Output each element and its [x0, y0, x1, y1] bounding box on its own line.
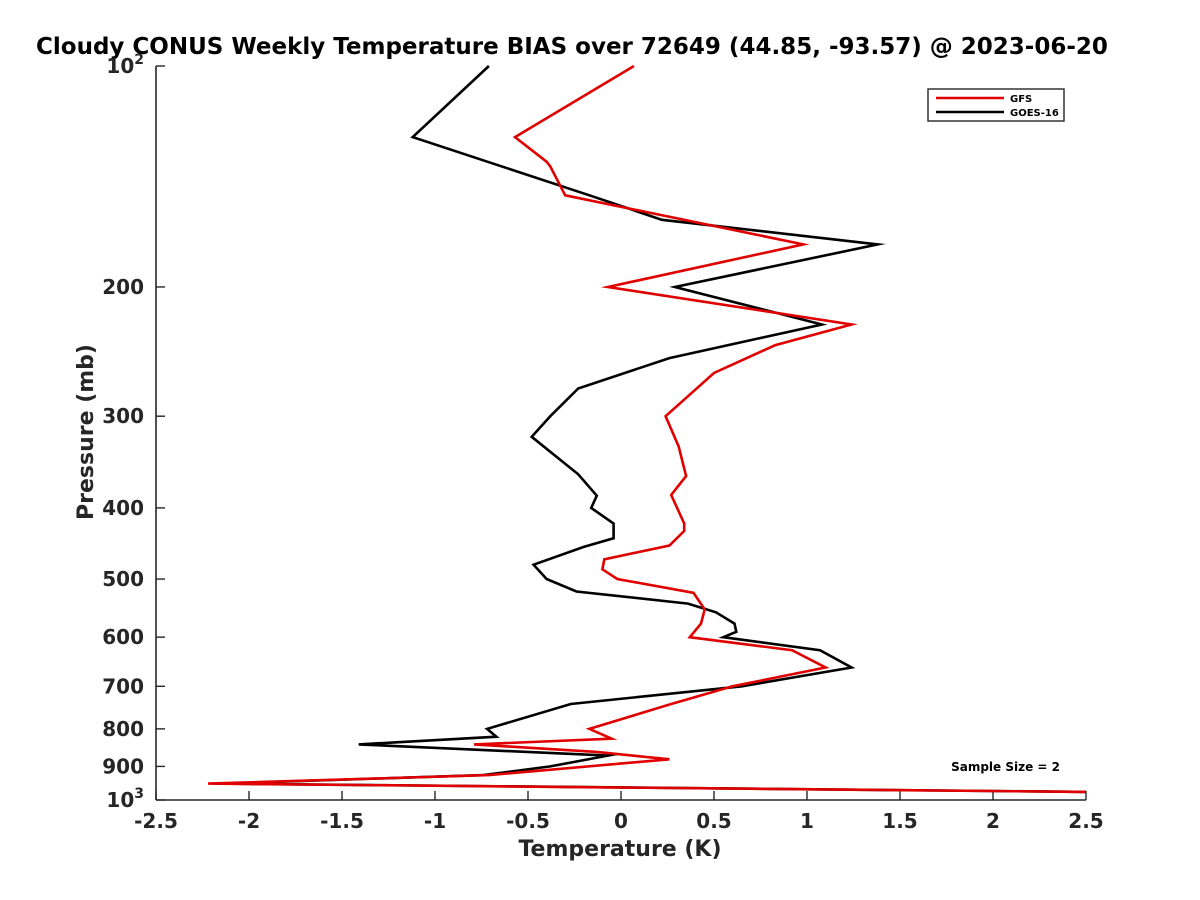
- x-tick-label: 1.5: [882, 809, 917, 833]
- x-axis-label: Temperature (K): [518, 837, 721, 862]
- series-line-gfs: [208, 64, 1087, 794]
- legend-box: [927, 88, 1065, 122]
- y-tick-label: 600: [102, 625, 144, 649]
- x-tick-label: -1: [424, 809, 446, 833]
- y-tick-label: 300: [102, 404, 144, 428]
- series-line-goes-16: [221, 65, 1087, 794]
- chart-axes: -2.5 -2 -1.5 -1 -0.5 0 0.5 1 1.5 2 2.5 102 200 300 400…: [102, 52, 1103, 833]
- x-tick-label: -1.5: [320, 809, 364, 833]
- x-tick-label: -0.5: [506, 809, 550, 833]
- y-tick-label: 102: [106, 52, 144, 78]
- y-tick-label: 700: [102, 674, 144, 698]
- legend-label-gfs: GFS: [1010, 94, 1032, 105]
- y-tick-label: 900: [102, 754, 144, 778]
- legend-label-goes-16: GOES-16: [1010, 108, 1059, 119]
- legend: GFS GOES-16: [927, 88, 1065, 122]
- x-tick-label: -2: [238, 809, 260, 833]
- x-tick-label: 2.5: [1068, 809, 1103, 833]
- x-tick-label: -2.5: [134, 809, 178, 833]
- sample-size-annotation: Sample Size = 2: [951, 760, 1060, 774]
- y-tick-label: 400: [102, 496, 144, 520]
- y-tick-label: 200: [102, 275, 144, 299]
- y-tick-label: 103: [106, 786, 144, 812]
- series-layer: [208, 64, 1087, 794]
- x-tick-label: 1: [800, 809, 814, 833]
- y-tick-label: 800: [102, 717, 144, 741]
- x-tick-label: 2: [986, 809, 1000, 833]
- x-tick-label: 0: [614, 809, 628, 833]
- chart-title: Cloudy CONUS Weekly Temperature BIAS ove…: [36, 34, 1108, 60]
- x-tick-label: 0.5: [696, 809, 731, 833]
- y-axis-label: Pressure (mb): [74, 344, 99, 520]
- y-tick-label: 500: [102, 567, 144, 591]
